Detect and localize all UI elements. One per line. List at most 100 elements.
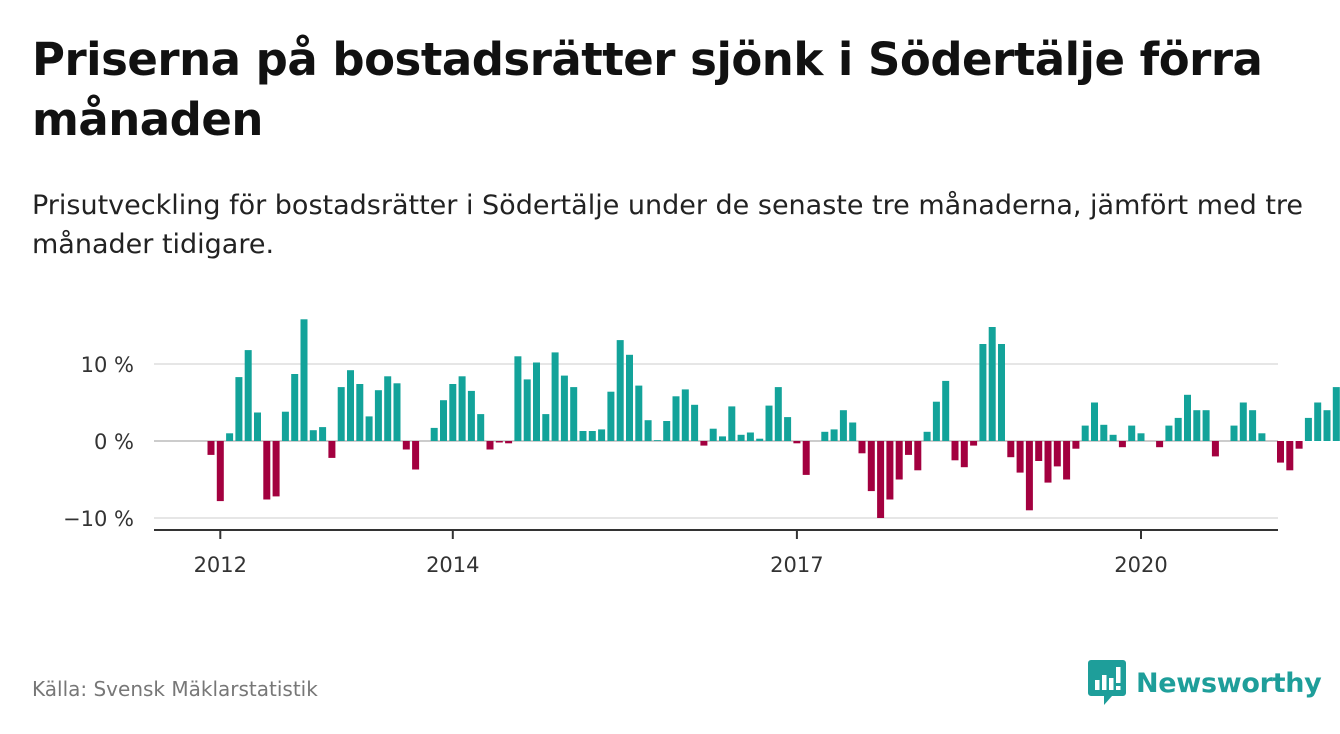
bar <box>588 431 596 441</box>
bar <box>830 429 838 441</box>
bar <box>895 441 903 480</box>
bar <box>737 434 745 441</box>
bar <box>347 370 354 441</box>
bar <box>756 438 764 441</box>
bar <box>1035 441 1043 461</box>
bar <box>300 319 308 441</box>
bar <box>635 385 643 441</box>
bar <box>440 400 447 441</box>
bar <box>765 405 773 441</box>
bar <box>886 441 894 500</box>
bar <box>663 421 671 441</box>
x-tick-label: 2012 <box>194 553 247 577</box>
x-tick-label: 2020 <box>1114 553 1167 577</box>
bar <box>672 396 680 441</box>
bar <box>1295 441 1303 449</box>
bar <box>235 377 243 441</box>
bar <box>951 441 959 461</box>
bar <box>393 383 401 442</box>
bar <box>467 390 475 441</box>
bar <box>458 376 466 441</box>
bar <box>839 410 847 441</box>
bar <box>923 431 931 441</box>
bar <box>616 340 624 441</box>
bar <box>263 441 271 500</box>
bar <box>988 327 996 441</box>
newsworthy-logo[interactable]: Newsworthy <box>1088 660 1322 706</box>
bar <box>1128 425 1136 441</box>
bar <box>1286 441 1294 471</box>
bar <box>1044 441 1052 483</box>
newsworthy-logo-text: Newsworthy <box>1136 667 1322 699</box>
bar <box>691 404 699 441</box>
axis-layer: 10 %0 %−10 %20122014201720202022−2 % <box>63 353 1278 577</box>
x-tick-label: 2017 <box>770 553 823 577</box>
bar <box>1081 425 1089 441</box>
bar <box>1118 441 1126 448</box>
bar <box>244 350 252 441</box>
source-note: Källa: Svensk Mäklarstatistik <box>32 677 318 701</box>
bar <box>802 441 810 475</box>
bar <box>1137 433 1145 441</box>
bar <box>319 427 327 441</box>
bar <box>1323 410 1331 441</box>
bar <box>272 441 280 497</box>
bar <box>226 433 234 441</box>
bar <box>579 431 587 441</box>
bar <box>1249 410 1257 441</box>
bar <box>533 362 540 441</box>
bar <box>681 389 689 441</box>
bar <box>486 441 494 450</box>
bar <box>1184 394 1191 441</box>
bar <box>905 441 912 455</box>
bar <box>449 384 457 441</box>
bar <box>942 380 950 441</box>
bar-layer <box>207 319 1340 518</box>
x-tick-label: 2014 <box>426 553 479 577</box>
bar <box>653 440 661 441</box>
bar <box>1156 441 1164 448</box>
bar <box>514 356 522 441</box>
bar <box>328 441 336 458</box>
chart-title: Priserna på bostadsrätter sjönk i Södert… <box>32 33 1263 146</box>
bar <box>1239 402 1247 441</box>
bar <box>281 411 289 441</box>
bar <box>793 441 801 444</box>
bar <box>337 387 345 441</box>
bar <box>291 374 299 441</box>
bar <box>216 441 224 502</box>
bar <box>607 391 615 441</box>
bar <box>728 406 736 441</box>
bar <box>402 441 410 450</box>
bar <box>979 344 987 441</box>
bar <box>719 436 726 441</box>
bar <box>495 441 503 443</box>
bar <box>1091 402 1098 441</box>
bar <box>477 414 485 441</box>
bar <box>626 354 633 441</box>
bar <box>644 420 652 441</box>
bar <box>784 417 792 441</box>
bar <box>365 416 373 441</box>
bar <box>374 390 382 441</box>
y-tick-label: 0 % <box>94 430 134 454</box>
bar-chart: 10 %0 %−10 %20122014201720202022−2 % <box>63 319 1340 577</box>
bar <box>1193 410 1201 441</box>
bar <box>1016 441 1024 473</box>
bar <box>1304 417 1312 441</box>
bar <box>1063 441 1071 480</box>
bar <box>914 441 922 471</box>
bar <box>1165 425 1173 441</box>
bar <box>877 441 885 518</box>
bar <box>1109 434 1117 441</box>
bar <box>1053 441 1061 467</box>
bar <box>1100 424 1108 441</box>
bar <box>412 441 420 470</box>
bar <box>1007 441 1015 458</box>
bar <box>356 384 364 441</box>
bar <box>998 344 1005 441</box>
bar <box>867 441 875 492</box>
bar <box>254 412 261 441</box>
bar <box>1258 433 1266 441</box>
y-tick-label: 10 % <box>81 353 134 377</box>
